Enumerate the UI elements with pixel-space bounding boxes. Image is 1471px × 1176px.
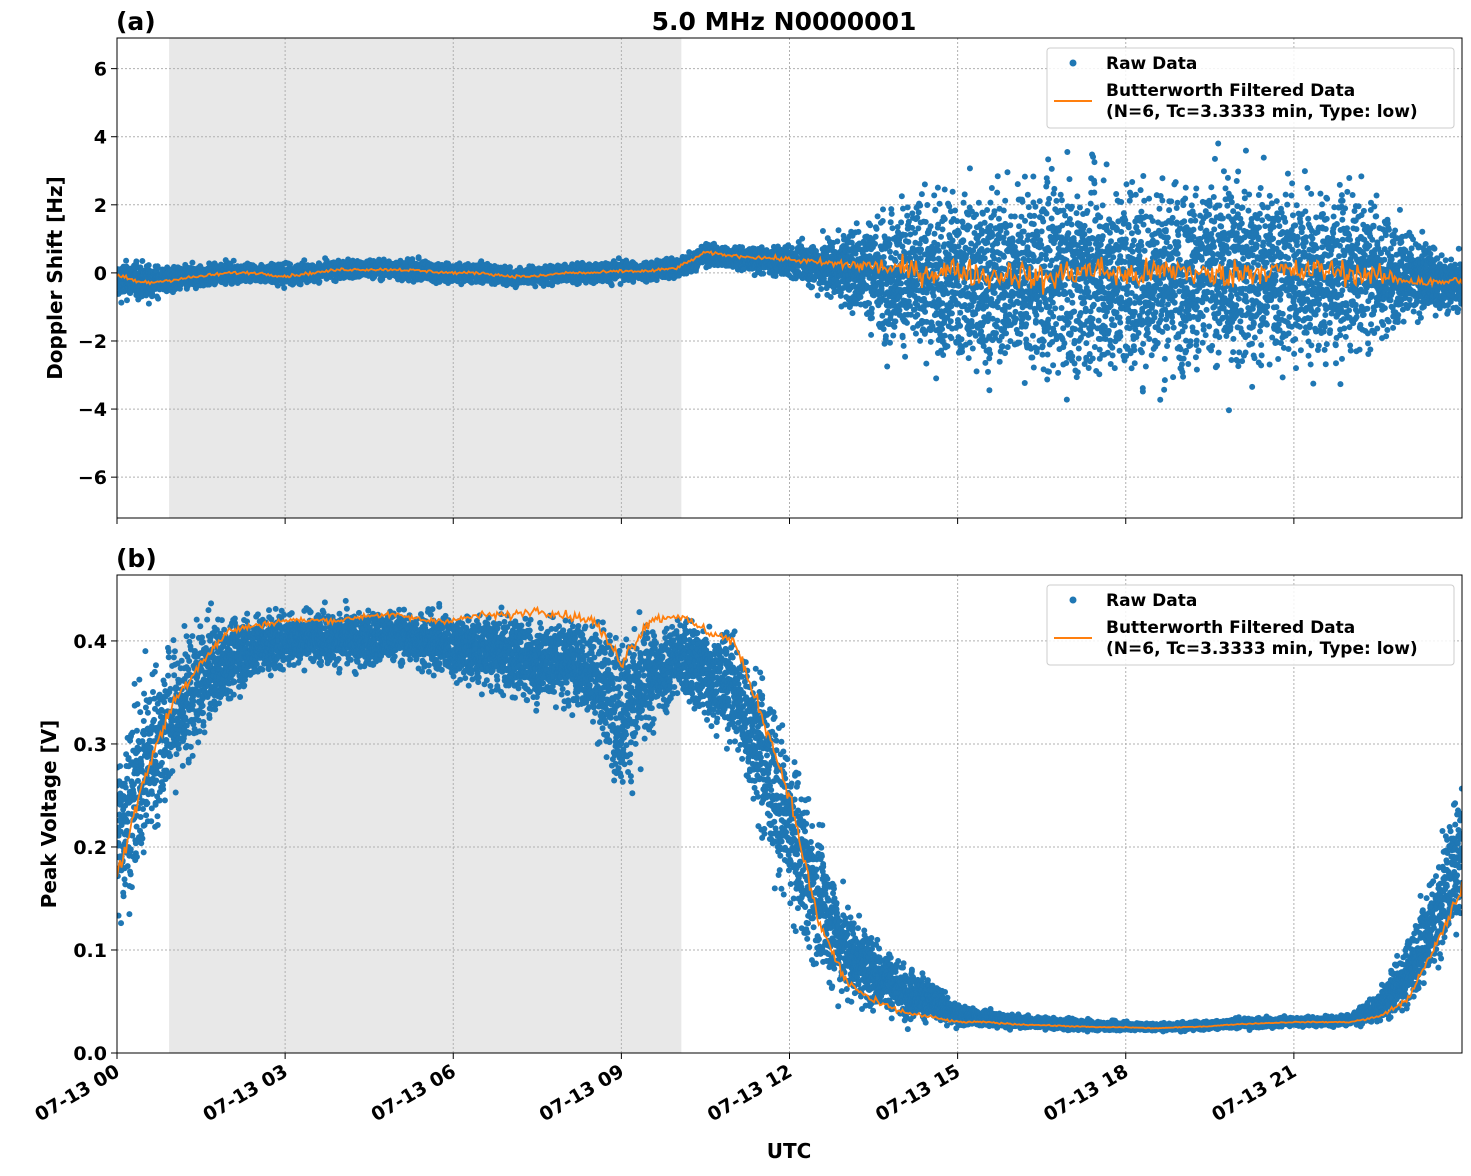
raw-data-point <box>686 249 692 255</box>
raw-data-point <box>146 301 152 307</box>
raw-data-point <box>799 236 805 242</box>
raw-data-point <box>507 264 513 270</box>
raw-data-point <box>760 271 766 277</box>
raw-data-point <box>146 262 152 268</box>
raw-data-point <box>301 257 307 263</box>
raw-data-point <box>124 297 130 303</box>
raw-data-point <box>123 258 129 264</box>
raw-data-point <box>281 285 287 291</box>
raw-data-point <box>118 300 124 306</box>
raw-data-point <box>316 279 322 285</box>
raw-data-point <box>532 283 538 289</box>
raw-data-point <box>189 260 195 266</box>
raw-data-point <box>416 254 422 260</box>
raw-data-point <box>231 258 237 264</box>
raw-data-point <box>139 258 145 264</box>
raw-data-point <box>609 282 615 288</box>
raw-data-point <box>789 245 795 251</box>
raw-data-point <box>809 284 815 290</box>
raw-data-point <box>155 296 161 302</box>
